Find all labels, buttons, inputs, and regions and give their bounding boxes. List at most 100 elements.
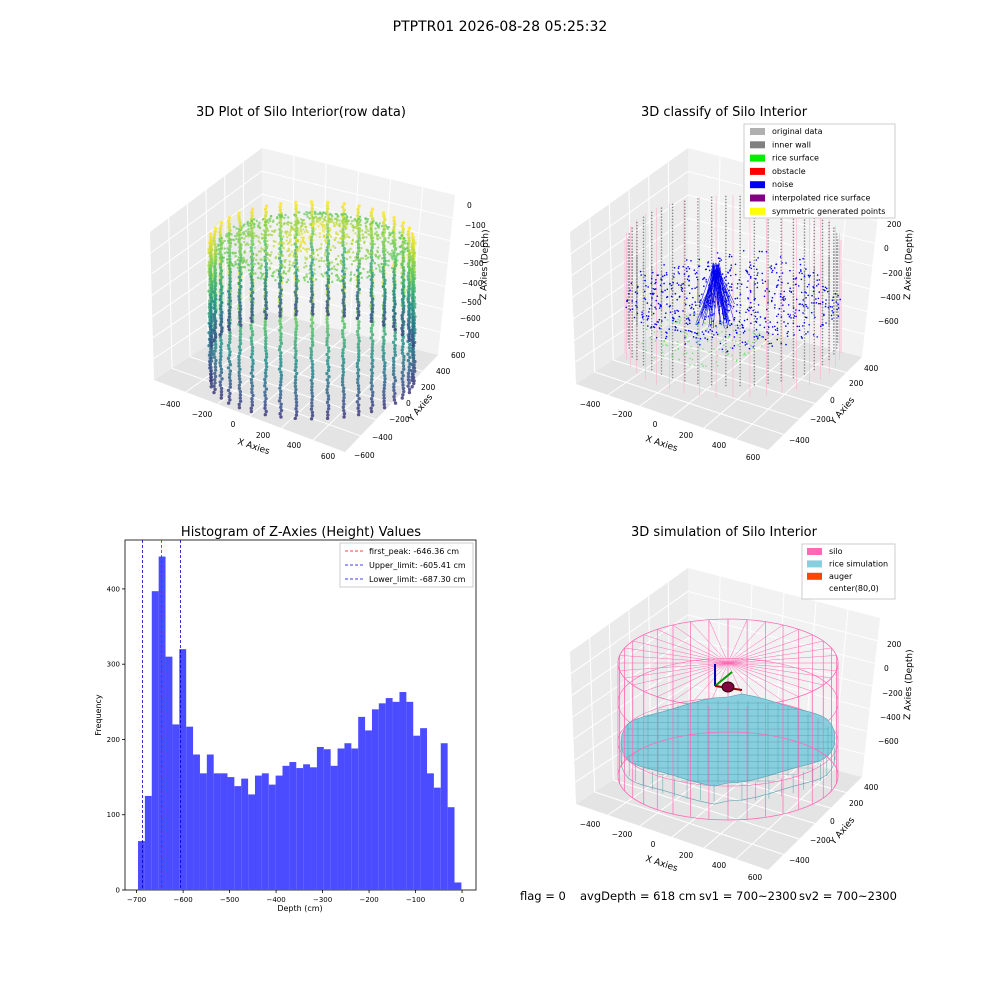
noise-point (691, 331, 693, 333)
scatter-point (207, 311, 211, 316)
scatter-point (356, 323, 361, 327)
scatter-point (328, 233, 332, 236)
wall-point (767, 255, 769, 257)
scatter-point (293, 381, 297, 385)
rice-surface-point (678, 322, 681, 324)
scatter-point (382, 323, 386, 327)
scatter-point (246, 233, 250, 236)
grid-line (648, 175, 652, 337)
noise-point (807, 274, 810, 277)
wall-point (697, 361, 699, 363)
noise-point (750, 313, 753, 316)
scatter-point (209, 264, 213, 268)
wall-point (642, 252, 645, 255)
wall-point (813, 274, 816, 277)
noise-point (726, 350, 728, 353)
wall-point (792, 299, 795, 302)
scatter-point (343, 224, 346, 228)
noise-point (656, 320, 659, 323)
scatter-point (250, 349, 255, 353)
scatter-point (299, 244, 302, 248)
wall-point (684, 203, 686, 206)
wall-point (833, 308, 835, 311)
wall-point (725, 225, 727, 228)
wall-point (636, 355, 638, 358)
scatter-point (309, 417, 314, 421)
scatter-point (310, 330, 315, 335)
wall-point (767, 295, 769, 297)
wall-point (671, 254, 674, 257)
scatter-point (395, 255, 398, 259)
wall-point (813, 311, 816, 314)
scatter-point (305, 247, 309, 251)
scatter-point (350, 263, 354, 266)
rice-surface-point (685, 352, 688, 354)
scatter-point (310, 206, 314, 211)
noise-point (696, 286, 698, 288)
scatter-point (263, 256, 266, 260)
scatter-point (250, 268, 254, 272)
wall-point (767, 370, 769, 372)
wall-point (739, 243, 741, 246)
wall-point (828, 263, 830, 266)
scatter-point (237, 294, 241, 299)
scatter-point (256, 276, 260, 280)
wall-point (780, 373, 782, 376)
noise-point (821, 301, 824, 304)
wall-point (671, 236, 674, 239)
scatter-point (273, 230, 276, 233)
scatter-point (220, 326, 224, 331)
scatter-point (292, 255, 295, 258)
scatter-point (356, 264, 360, 268)
wall-point (631, 296, 633, 299)
scatter-point (335, 257, 338, 261)
scatter-point (411, 325, 416, 329)
scatter-point (293, 343, 298, 347)
wall-point (725, 366, 727, 369)
scatter-point (310, 391, 314, 395)
scatter-point (218, 361, 222, 365)
scatter-point (220, 259, 224, 263)
noise-point (705, 281, 708, 283)
scatter-point (262, 272, 265, 276)
scatter-point (383, 361, 387, 365)
scatter-point (370, 207, 375, 211)
scatter-point (264, 226, 269, 231)
wall-point (642, 321, 645, 324)
wall-point (753, 235, 756, 238)
scatter-point (338, 219, 341, 222)
scatter-point (215, 248, 219, 252)
scatter-point (283, 266, 287, 269)
wall-point (631, 346, 633, 349)
scatter-point (264, 271, 269, 276)
wall-point (660, 349, 663, 351)
wall-point (833, 346, 835, 349)
wall-point (684, 358, 686, 361)
wall-point (767, 304, 769, 306)
scatter-point (311, 239, 314, 242)
noise-point (680, 289, 683, 291)
wall-point (710, 338, 713, 341)
scatter-point (333, 268, 337, 271)
scatter-point (259, 258, 262, 261)
wall-point (828, 248, 830, 251)
wall-point (697, 298, 699, 300)
scatter-point (242, 233, 245, 236)
scatter-point (239, 233, 243, 236)
scatter-point (228, 321, 232, 325)
wall-point (767, 279, 769, 281)
wall-point (636, 296, 638, 299)
noise-point (729, 324, 731, 327)
wall-point (780, 337, 782, 340)
noise-point (818, 279, 821, 281)
scatter-point (286, 235, 289, 239)
wall-point (636, 263, 638, 266)
wall-point (828, 355, 830, 358)
wall-point (697, 207, 699, 209)
scatter-point (370, 217, 375, 221)
noise-point (750, 267, 753, 270)
pane-left-classify (570, 148, 688, 384)
scatter-point (277, 367, 282, 371)
wall-point (739, 369, 741, 372)
scatter-point (333, 246, 337, 249)
